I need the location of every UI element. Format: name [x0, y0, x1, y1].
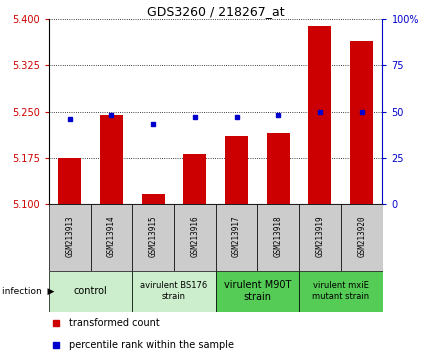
Bar: [132, 204, 174, 271]
Text: GSM213917: GSM213917: [232, 215, 241, 257]
Text: GSM213916: GSM213916: [190, 215, 199, 257]
Text: GSM213920: GSM213920: [357, 215, 366, 257]
Bar: [58, 158, 81, 204]
Bar: [174, 204, 215, 271]
Text: control: control: [74, 286, 108, 296]
Text: transformed count: transformed count: [69, 318, 160, 329]
Text: virulent mxiE
mutant strain: virulent mxiE mutant strain: [312, 281, 369, 301]
Text: avirulent BS176
strain: avirulent BS176 strain: [140, 281, 207, 301]
Text: GSM213914: GSM213914: [107, 215, 116, 257]
Bar: [341, 204, 382, 271]
Text: virulent M90T
strain: virulent M90T strain: [224, 280, 291, 302]
Bar: [309, 25, 332, 204]
Bar: [91, 204, 132, 271]
Text: GSM213918: GSM213918: [274, 215, 283, 257]
Bar: [225, 136, 248, 204]
Text: GSM213919: GSM213919: [315, 215, 324, 257]
Bar: [132, 271, 215, 312]
Text: infection  ▶: infection ▶: [2, 287, 54, 296]
Bar: [215, 204, 258, 271]
Text: percentile rank within the sample: percentile rank within the sample: [69, 339, 234, 350]
Bar: [350, 41, 373, 204]
Bar: [100, 115, 123, 204]
Text: GSM213915: GSM213915: [149, 215, 158, 257]
Bar: [183, 154, 206, 204]
Bar: [49, 271, 132, 312]
Bar: [299, 204, 341, 271]
Title: GDS3260 / 218267_at: GDS3260 / 218267_at: [147, 5, 284, 18]
Bar: [142, 194, 164, 204]
Bar: [258, 204, 299, 271]
Bar: [299, 271, 382, 312]
Bar: [267, 133, 290, 204]
Text: GSM213913: GSM213913: [65, 215, 74, 257]
Bar: [215, 271, 299, 312]
Bar: [49, 204, 91, 271]
